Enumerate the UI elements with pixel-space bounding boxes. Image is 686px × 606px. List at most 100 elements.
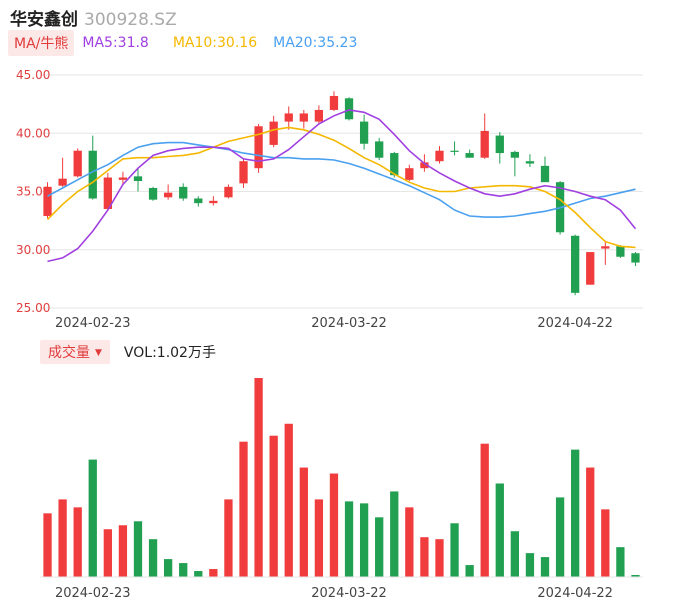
- volume-x-tick-label: 2024-04-22: [537, 586, 613, 601]
- y-tick-label: 35.00: [16, 185, 50, 199]
- volume-bar: [601, 509, 610, 577]
- volume-bar: [329, 473, 339, 577]
- volume-bar: [88, 459, 97, 577]
- candle-body: [525, 161, 535, 164]
- ma20-line: [47, 141, 636, 218]
- volume-bar: [269, 435, 278, 577]
- volume-bar: [194, 571, 203, 577]
- candle-body: [329, 95, 339, 110]
- volume-bar: [314, 499, 324, 577]
- candle-body: [510, 151, 520, 158]
- ma20-label: MA20:35.23: [273, 35, 358, 51]
- volume-bar: [148, 539, 158, 577]
- candle-body: [148, 188, 158, 200]
- candle-body: [224, 186, 233, 198]
- volume-bar: [344, 501, 354, 577]
- candle-body: [269, 121, 278, 145]
- candle-body: [344, 98, 354, 120]
- stock-code: 300928.SZ: [84, 10, 177, 30]
- volume-bar: [118, 525, 128, 577]
- y-tick-label: 40.00: [16, 126, 50, 140]
- volume-bar: [525, 553, 535, 577]
- volume-selector-label: 成交量: [48, 345, 90, 361]
- x-tick-label: 2024-02-23: [55, 316, 131, 331]
- volume-bar: [571, 449, 580, 577]
- volume-bar: [299, 467, 308, 577]
- ma-legend: MA/牛熊 MA5:31.8 MA10:30.16 MA20:35.23: [8, 30, 373, 56]
- volume-bar: [73, 507, 82, 577]
- volume-bar: [586, 467, 595, 577]
- volume-bar: [359, 503, 369, 577]
- volume-x-tick-label: 2024-02-23: [55, 586, 131, 601]
- candle-body: [495, 135, 504, 154]
- volume-bar: [239, 441, 248, 577]
- volume-bar: [480, 443, 489, 577]
- x-tick-label: 2024-04-22: [537, 316, 613, 331]
- candle-body: [179, 186, 188, 199]
- candle-body: [73, 150, 82, 177]
- stock-name: 华安鑫创: [10, 10, 78, 30]
- volume-bar: [555, 497, 565, 577]
- candle-body: [435, 150, 444, 162]
- candle-body: [239, 161, 248, 184]
- candle-body: [420, 162, 429, 169]
- candle-body: [601, 246, 610, 249]
- volume-bar: [284, 423, 293, 577]
- candle-body: [405, 168, 414, 180]
- candle-body: [194, 198, 203, 204]
- candle-body: [163, 192, 173, 198]
- candle-body: [465, 153, 474, 158]
- candle-body: [209, 200, 218, 204]
- candle-body: [58, 178, 67, 186]
- ma5-line: [47, 109, 637, 263]
- volume-bar: [450, 523, 459, 577]
- candle-body: [314, 109, 324, 122]
- candle-body: [390, 153, 399, 176]
- volume-bar: [209, 569, 218, 577]
- volume-bar: [465, 565, 474, 577]
- volume-bar: [133, 521, 143, 577]
- volume-bar: [179, 563, 188, 577]
- candle-body: [133, 176, 143, 182]
- x-tick-label: 2024-03-22: [311, 316, 387, 331]
- candle-body: [43, 186, 52, 216]
- candle-body: [571, 235, 580, 293]
- volume-bar: [405, 507, 414, 577]
- volume-bar: [254, 378, 263, 577]
- ma5-label: MA5:31.8: [82, 35, 149, 51]
- y-tick-label: 30.00: [16, 243, 50, 257]
- volume-bar: [224, 499, 233, 577]
- volume-bar: [375, 517, 384, 577]
- volume-bar: [631, 575, 640, 577]
- candle-body: [450, 150, 459, 152]
- candle-body: [480, 130, 489, 158]
- volume-bar: [616, 547, 625, 577]
- candle-body: [616, 246, 625, 257]
- candle-body: [359, 121, 369, 144]
- volume-bar: [510, 531, 520, 577]
- volume-legend: 成交量 ▼ VOL:1.02万手: [40, 340, 216, 364]
- candle-body: [586, 252, 595, 285]
- volume-bar: [540, 557, 550, 577]
- candle-body: [103, 177, 112, 209]
- candle-body: [284, 113, 293, 122]
- volume-bar: [103, 529, 112, 577]
- ma-selector-button[interactable]: MA/牛熊: [8, 30, 75, 56]
- candle-body: [88, 150, 97, 199]
- y-tick-label: 25.00: [16, 301, 50, 315]
- candle-body: [118, 177, 128, 180]
- volume-bar: [390, 491, 399, 577]
- volume-selector-button[interactable]: 成交量 ▼: [40, 340, 110, 364]
- candle-body: [540, 165, 550, 183]
- volume-bar: [420, 537, 429, 577]
- candle-body: [375, 141, 384, 158]
- candle-body: [631, 253, 640, 263]
- y-tick-label: 45.00: [16, 68, 50, 82]
- volume-bar: [435, 539, 444, 577]
- volume-bar: [58, 499, 67, 577]
- volume-x-tick-label: 2024-03-22: [311, 586, 387, 601]
- caret-down-icon: ▼: [95, 348, 102, 358]
- candle-body: [299, 113, 308, 122]
- ma10-line: [46, 126, 636, 249]
